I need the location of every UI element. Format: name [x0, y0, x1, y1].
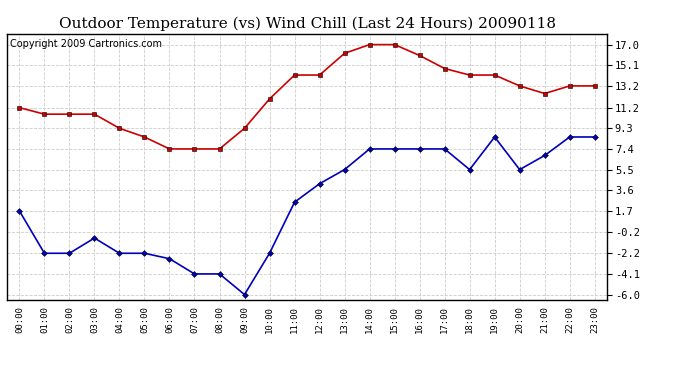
Text: Copyright 2009 Cartronics.com: Copyright 2009 Cartronics.com: [10, 39, 162, 49]
Title: Outdoor Temperature (vs) Wind Chill (Last 24 Hours) 20090118: Outdoor Temperature (vs) Wind Chill (Las…: [59, 17, 555, 31]
